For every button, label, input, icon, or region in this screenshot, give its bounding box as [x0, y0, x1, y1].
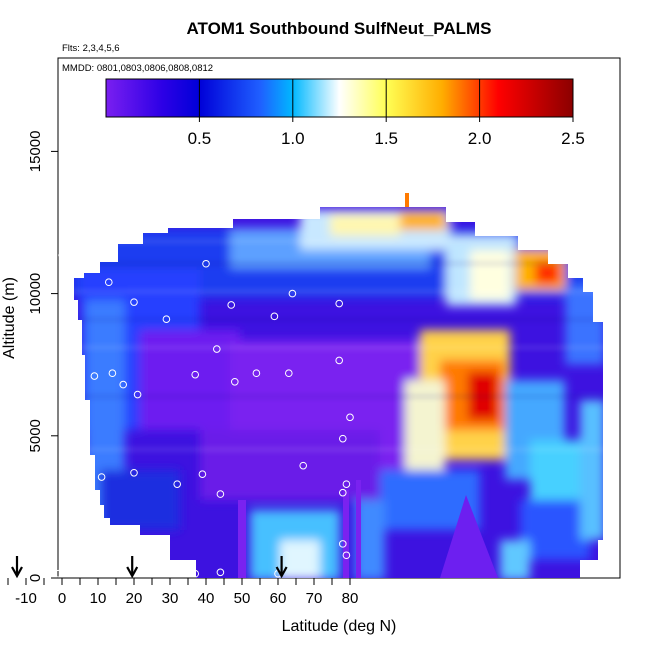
- colorbar-tick-label: 2.5: [561, 129, 585, 148]
- x-tick-label: 10: [90, 590, 107, 607]
- sample-point: [285, 369, 293, 378]
- sample-point: [65, 359, 73, 368]
- sample-point: [119, 569, 127, 578]
- sample-point: [108, 569, 117, 578]
- sample-point: [72, 569, 81, 578]
- colorbar-ticks: 0.5 1.0 1.5 2.0 2.5: [188, 79, 585, 148]
- sample-point: [299, 461, 308, 470]
- sample-point: [191, 569, 199, 578]
- sample-point: [346, 413, 354, 422]
- sample-point: [119, 380, 127, 389]
- x-tick-label: 60: [270, 590, 287, 607]
- sample-point: [216, 568, 225, 577]
- arrow-marker: [126, 556, 139, 579]
- sample-point: [339, 434, 347, 443]
- y-axis-label: Altitude (m): [1, 277, 18, 359]
- sample-point: [342, 551, 351, 560]
- x-axis-label: Latitude (deg N): [282, 618, 397, 635]
- sample-point: [90, 372, 99, 380]
- sample-point: [130, 468, 138, 477]
- x-tick-label: 80: [342, 590, 359, 607]
- sample-point: [105, 278, 113, 287]
- y-axis: 0 5000 10000 15000: [27, 131, 58, 582]
- x-tick-label: -10: [15, 590, 37, 607]
- arrow-marker: [11, 556, 23, 579]
- y-tick-label: 15000: [27, 131, 44, 173]
- sample-point: [36, 569, 45, 578]
- x-tick-label: 40: [198, 590, 215, 607]
- flights-annotation: Flts: 2,3,4,5,6: [62, 43, 120, 54]
- sample-point: [202, 259, 210, 268]
- sample-point: [339, 540, 347, 548]
- colorbar-tick-label: 0.5: [188, 129, 212, 148]
- sample-point: [58, 251, 66, 260]
- sample-point: [130, 298, 138, 306]
- sample-point: [231, 377, 239, 386]
- chart-title: ATOM1 Southbound SulfNeut_PALMS: [186, 19, 491, 38]
- sample-point: [0, 349, 9, 358]
- x-tick-label: 0: [58, 590, 66, 607]
- arrow-marker: [275, 556, 288, 579]
- sample-point: [97, 473, 106, 481]
- sample-point: [133, 390, 142, 399]
- sample-points: [0, 232, 354, 578]
- y-tick-label: 10000: [27, 273, 44, 315]
- x-tick-label: 50: [234, 590, 251, 607]
- sample-point: [94, 569, 102, 578]
- sample-point: [339, 488, 347, 497]
- sample-point: [252, 369, 261, 378]
- colorbar-tick-label: 1.0: [281, 129, 305, 148]
- colorbar-tick-label: 1.5: [374, 129, 398, 148]
- sample-point: [108, 369, 117, 378]
- x-tick-label: 20: [126, 590, 143, 607]
- sample-point: [216, 490, 225, 498]
- sample-point: [54, 569, 63, 578]
- colorbar-tick-label: 2.0: [468, 129, 492, 148]
- profile-arrows: [11, 556, 288, 579]
- sample-point: [162, 315, 171, 323]
- colorbar: [105, 78, 574, 118]
- x-tick-label: 70: [306, 590, 323, 607]
- sample-point: [335, 299, 344, 308]
- sample-point: [33, 232, 41, 241]
- sample-point: [335, 356, 344, 365]
- sample-point: [270, 312, 279, 321]
- y-tick-label: 5000: [27, 419, 44, 452]
- sample-point: [173, 480, 181, 488]
- sample-point: [342, 480, 351, 488]
- sample-point: [288, 289, 297, 298]
- sample-point: [227, 301, 235, 309]
- dates-annotation: MMDD: 0801,0803,0806,0808,0812: [62, 63, 213, 74]
- curtain-field: [74, 193, 603, 578]
- y-tick-label: 0: [27, 574, 44, 582]
- sample-point: [198, 470, 207, 478]
- sample-point: [33, 406, 41, 415]
- x-tick-label: 30: [162, 590, 179, 607]
- sample-point: [191, 370, 199, 379]
- sample-point: [213, 345, 221, 353]
